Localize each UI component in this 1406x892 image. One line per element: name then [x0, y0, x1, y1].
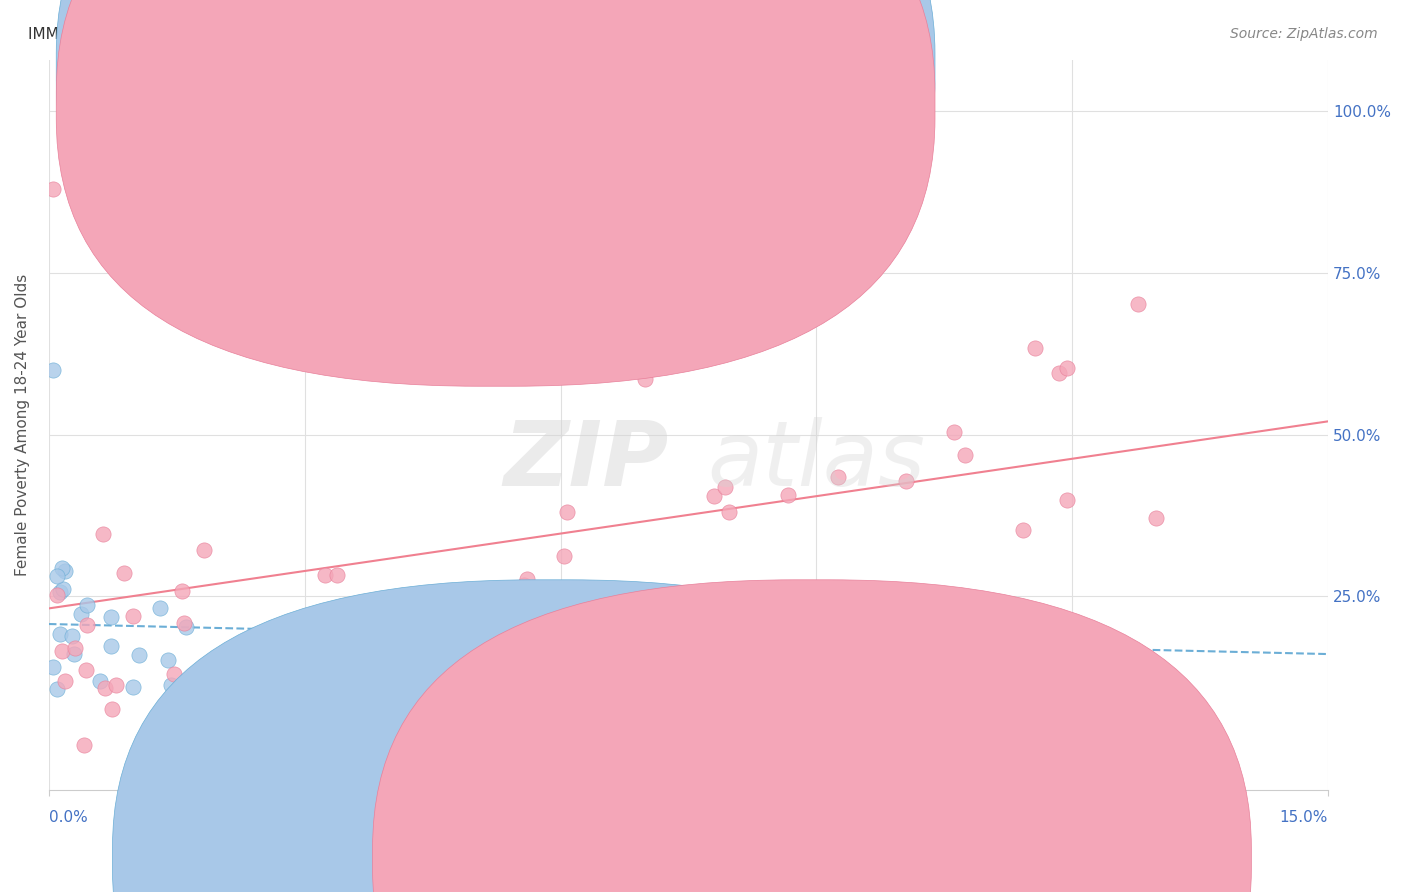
Point — [49, 584, 72, 599]
Point — [49, 627, 72, 641]
Point — [121, 680, 143, 694]
Point — [718, 505, 741, 519]
Point — [953, 448, 976, 462]
Point — [314, 568, 336, 582]
Point — [42, 660, 65, 674]
Point — [76, 617, 98, 632]
Point — [174, 620, 197, 634]
Point — [159, 678, 181, 692]
Point — [555, 505, 578, 519]
Point — [45, 588, 67, 602]
Point — [1047, 366, 1070, 380]
Point — [1024, 341, 1046, 355]
Point — [516, 572, 538, 586]
Point — [53, 564, 76, 578]
Point — [46, 568, 69, 582]
Text: -0.048: -0.048 — [564, 57, 619, 71]
Point — [193, 543, 215, 558]
Text: 26: 26 — [679, 57, 700, 71]
Point — [339, 182, 361, 196]
Point — [1144, 511, 1167, 525]
Point — [173, 615, 195, 630]
Point — [1011, 523, 1033, 537]
Point — [104, 677, 127, 691]
Text: 0.405: 0.405 — [564, 98, 612, 112]
Point — [844, 279, 866, 293]
Point — [60, 629, 83, 643]
Point — [1056, 492, 1078, 507]
Point — [260, 629, 283, 643]
Text: IMMIGRANTS FROM LITHUANIA VS LITHUANIAN FEMALE POVERTY AMONG 18-24 YEAR OLDS COR: IMMIGRANTS FROM LITHUANIA VS LITHUANIAN … — [28, 27, 898, 42]
Point — [75, 663, 97, 677]
Point — [550, 622, 572, 636]
Point — [94, 681, 117, 696]
Point — [42, 363, 65, 377]
Point — [326, 568, 349, 582]
Text: ZIP: ZIP — [503, 417, 669, 506]
Point — [740, 643, 762, 657]
Y-axis label: Female Poverty Among 18-24 Year Olds: Female Poverty Among 18-24 Year Olds — [15, 274, 30, 576]
Point — [247, 661, 270, 675]
Point — [121, 609, 143, 624]
Point — [472, 665, 495, 679]
Point — [51, 561, 73, 575]
Point — [89, 673, 111, 688]
Text: Immigrants from Lithuania: Immigrants from Lithuania — [576, 852, 780, 866]
Point — [149, 600, 172, 615]
Text: 0.0%: 0.0% — [49, 810, 87, 824]
Point — [101, 702, 124, 716]
Text: atlas: atlas — [707, 417, 925, 506]
Text: Source: ZipAtlas.com: Source: ZipAtlas.com — [1230, 27, 1378, 41]
Point — [1056, 361, 1078, 376]
Point — [69, 607, 91, 621]
Point — [553, 549, 575, 564]
Point — [520, 607, 543, 621]
Point — [506, 671, 529, 685]
Point — [703, 489, 725, 503]
Point — [290, 627, 312, 641]
Point — [72, 738, 94, 752]
Point — [714, 480, 737, 494]
Point — [942, 425, 965, 439]
Point — [157, 653, 180, 667]
Point — [243, 668, 266, 682]
Point — [63, 640, 86, 655]
Point — [62, 647, 84, 661]
Point — [100, 609, 122, 624]
Point — [46, 681, 69, 696]
Text: 15.0%: 15.0% — [1279, 810, 1329, 824]
Point — [277, 664, 299, 678]
Point — [172, 583, 194, 598]
Point — [128, 648, 150, 663]
Point — [53, 673, 76, 688]
Text: 50: 50 — [679, 98, 700, 112]
Text: Lithuanians: Lithuanians — [839, 852, 928, 866]
Text: N =: N = — [630, 98, 673, 112]
Point — [51, 644, 73, 658]
Point — [422, 584, 444, 599]
Point — [633, 372, 655, 386]
Point — [1126, 297, 1149, 311]
Point — [52, 582, 75, 596]
Point — [292, 709, 315, 723]
Point — [513, 578, 536, 592]
Text: N =: N = — [630, 57, 673, 71]
Point — [827, 470, 849, 484]
Point — [163, 666, 186, 681]
Text: R =: R = — [522, 98, 555, 112]
Point — [42, 182, 65, 196]
Point — [76, 598, 98, 612]
Point — [100, 639, 122, 653]
Text: R =: R = — [522, 57, 555, 71]
Point — [112, 566, 135, 580]
Point — [91, 527, 114, 541]
Point — [778, 488, 800, 502]
Point — [894, 474, 917, 488]
